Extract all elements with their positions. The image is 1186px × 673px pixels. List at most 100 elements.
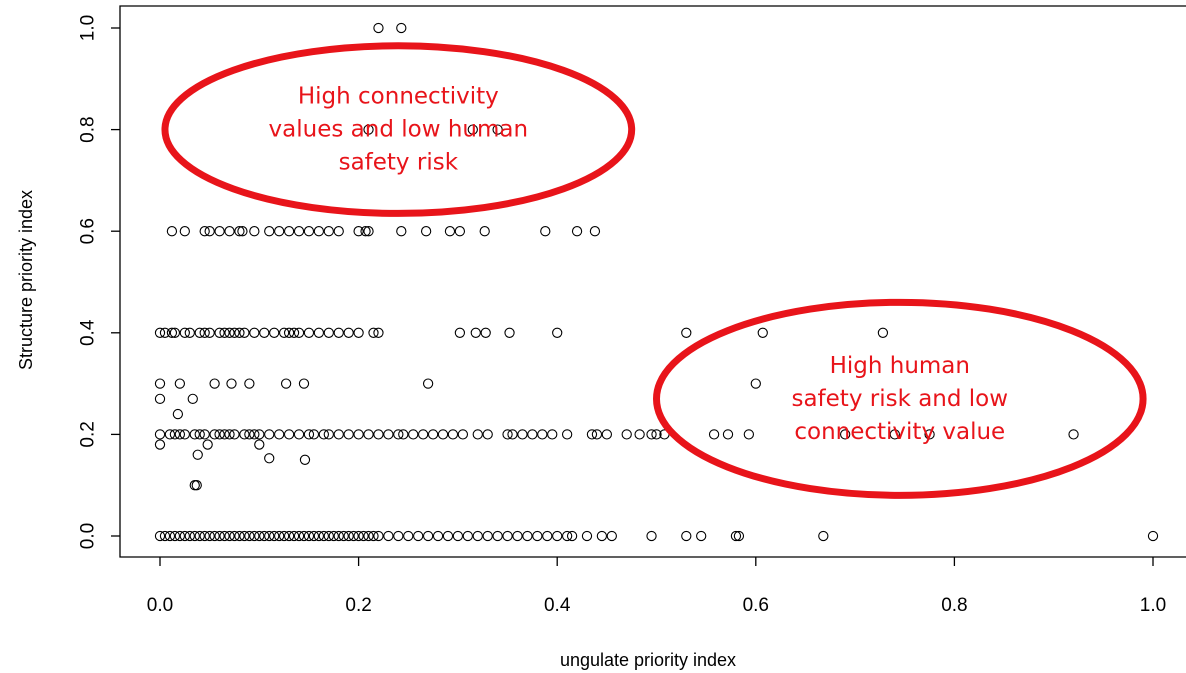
data-point: [174, 378, 186, 389]
data-point: [818, 530, 829, 542]
data-point: [214, 429, 225, 440]
data-point: [303, 530, 315, 542]
data-point: [154, 530, 166, 542]
data-point: [226, 378, 237, 389]
data-point: [417, 429, 429, 440]
data-point: [288, 530, 300, 542]
data-point: [214, 327, 225, 338]
data-point: [172, 408, 184, 420]
data-point: [199, 226, 210, 237]
annotation-ellipse: [653, 298, 1147, 499]
data-point: [209, 429, 220, 440]
data-point: [482, 429, 493, 440]
data-point: [646, 530, 657, 542]
data-point: [274, 226, 285, 237]
annotation-ellipse: [161, 42, 636, 217]
data-point: [179, 429, 190, 440]
data-point: [249, 226, 260, 237]
data-point: [264, 429, 275, 440]
data-point: [601, 429, 612, 440]
data-point: [454, 226, 466, 237]
data-point: [540, 226, 551, 237]
data-point: [259, 327, 270, 338]
data-point: [169, 429, 181, 440]
data-point: [333, 530, 344, 542]
data-point: [373, 530, 384, 542]
data-point: [621, 429, 632, 440]
x-tick-label: 0.4: [544, 595, 571, 616]
data-point: [479, 226, 490, 237]
data-point: [368, 327, 379, 338]
data-point: [283, 327, 295, 338]
data-point: [164, 530, 176, 542]
data-point: [264, 530, 275, 542]
data-point: [467, 124, 478, 135]
data-point: [722, 429, 734, 440]
annotation-text: High human: [830, 353, 970, 379]
data-point: [254, 530, 265, 542]
data-point: [547, 429, 558, 440]
data-point: [237, 226, 248, 237]
data-point: [383, 429, 394, 440]
data-point: [219, 429, 230, 440]
data-point: [333, 429, 344, 440]
data-point: [174, 429, 186, 440]
data-point: [189, 429, 200, 440]
data-point: [393, 530, 404, 542]
data-point: [264, 453, 275, 464]
data-point: [542, 530, 553, 542]
data-point: [234, 530, 245, 542]
data-point: [204, 530, 215, 542]
data-point: [274, 429, 285, 440]
data-point: [219, 327, 230, 338]
data-point: [393, 429, 404, 440]
data-point: [420, 226, 432, 237]
data-point: [363, 429, 374, 440]
data-point: [283, 226, 295, 237]
data-point: [353, 429, 364, 440]
data-point: [283, 530, 295, 542]
x-tick-label: 0.8: [941, 595, 967, 616]
data-point: [422, 530, 434, 542]
data-point: [159, 327, 171, 338]
data-point: [581, 530, 593, 542]
data-point: [492, 530, 503, 542]
data-point: [492, 124, 503, 135]
data-point: [502, 530, 513, 542]
annotations: High connectivity values and low human saf…: [161, 42, 1147, 499]
data-point: [244, 530, 255, 542]
data-point: [457, 429, 469, 440]
data-point: [313, 530, 325, 542]
data-point: [191, 480, 202, 491]
data-point: [353, 226, 364, 237]
data-point: [308, 530, 320, 542]
data-point: [199, 530, 210, 542]
data-point: [447, 429, 459, 440]
data-point: [343, 327, 354, 338]
data-point: [239, 530, 250, 542]
data-point: [427, 429, 439, 440]
data-point: [840, 429, 851, 440]
x-tick-label: 0.2: [345, 595, 371, 616]
data-point: [234, 226, 245, 237]
data-point: [527, 429, 538, 440]
data-point: [591, 429, 603, 440]
data-point: [179, 226, 190, 237]
data-point: [249, 327, 260, 338]
data-point: [254, 439, 265, 450]
data-point: [179, 530, 190, 542]
data-point: [224, 226, 235, 237]
y-tick-label: 0.4: [78, 319, 99, 346]
data-point: [571, 226, 583, 237]
data-point: [254, 429, 265, 440]
data-point: [204, 327, 215, 338]
data-point: [189, 530, 200, 542]
data-point: [348, 530, 359, 542]
data-point: [730, 530, 742, 542]
data-point: [517, 429, 528, 440]
data-point: [552, 530, 563, 542]
data-point: [174, 530, 186, 542]
data-point: [333, 327, 344, 338]
data-point: [454, 327, 466, 338]
